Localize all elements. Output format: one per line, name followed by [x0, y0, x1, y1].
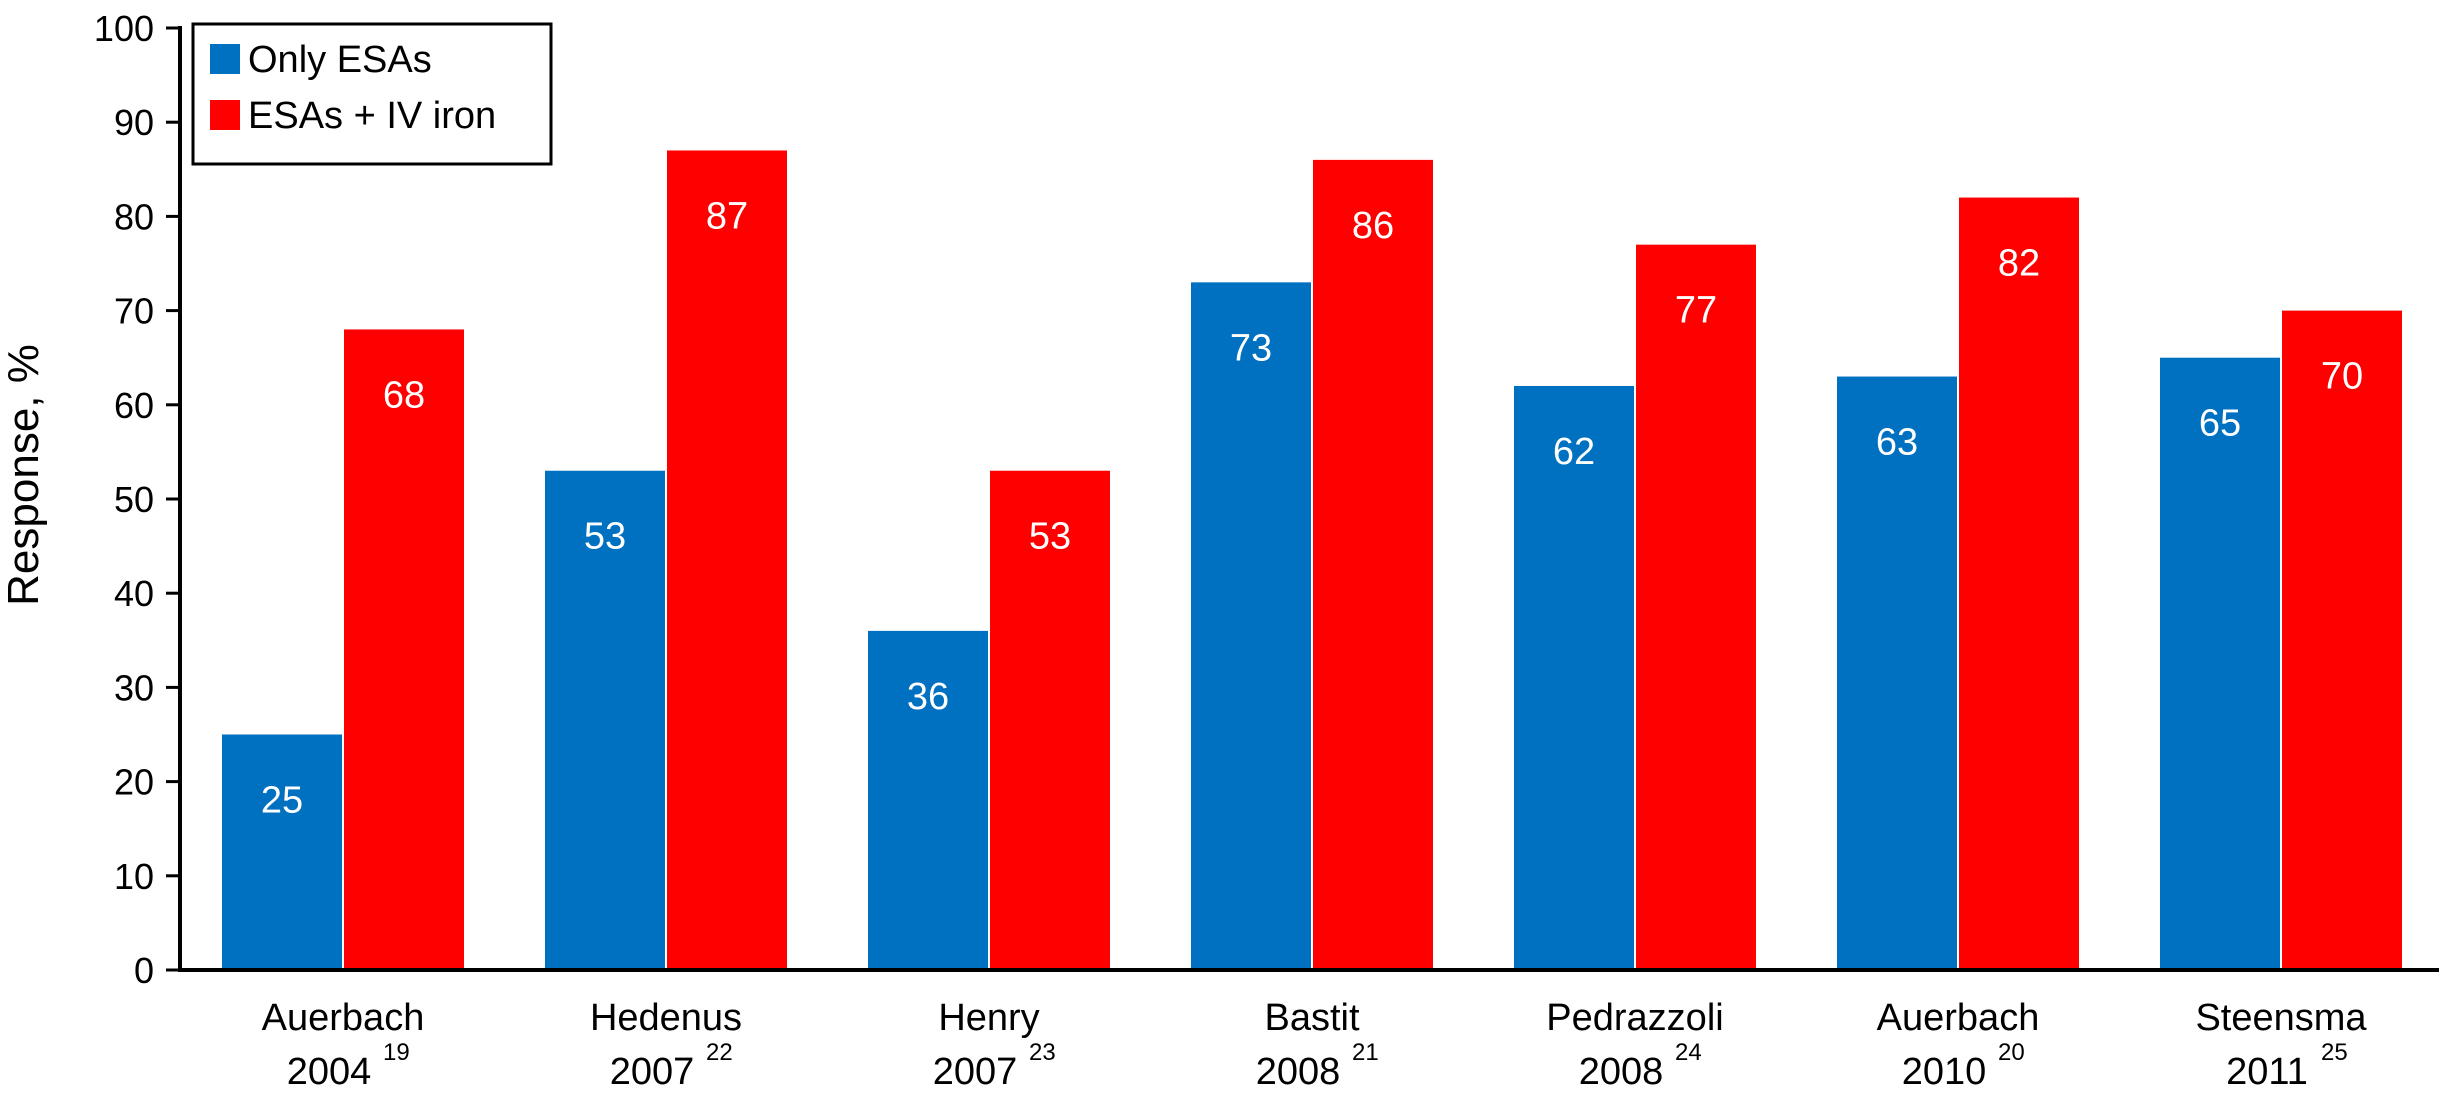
bar-value-label: 53 — [1029, 516, 1071, 558]
bar-value-label: 73 — [1230, 327, 1272, 369]
x-tick-year: 2011 — [2226, 1051, 2308, 1093]
x-tick-reference: 23 — [1029, 1039, 1056, 1066]
bar-value-label: 82 — [1998, 243, 2040, 285]
bar-esas-iv-iron — [990, 470, 1110, 970]
bar-esas-iv-iron — [2282, 310, 2402, 971]
bar-esas-iv-iron — [1636, 244, 1756, 970]
y-tick-label: 20 — [114, 762, 154, 803]
legend: Only ESAs ESAs + IV iron — [191, 22, 553, 166]
legend-swatch — [210, 100, 240, 130]
y-tick-label: 30 — [114, 667, 154, 708]
y-tick-label: 10 — [114, 856, 154, 897]
bar-value-label: 77 — [1675, 290, 1717, 332]
bar-only-esas — [868, 630, 988, 970]
bar-only-esas — [1837, 376, 1957, 970]
x-tick-label: Steensma — [2195, 997, 2367, 1039]
legend-box — [191, 22, 553, 166]
x-tick-reference: 24 — [1675, 1039, 1702, 1066]
y-tick-label: 80 — [114, 196, 154, 237]
y-tick-label: 100 — [94, 8, 154, 49]
x-tick-reference: 25 — [2321, 1039, 2348, 1066]
bar-esas-iv-iron — [1313, 159, 1433, 970]
bar-esas-iv-iron — [667, 150, 787, 970]
x-tick-year: 2004 — [287, 1051, 372, 1093]
bar-value-label: 25 — [261, 780, 303, 822]
x-tick-reference: 20 — [1998, 1039, 2025, 1066]
bar-value-label: 53 — [584, 516, 626, 558]
x-tick-year: 2007 — [610, 1051, 695, 1093]
bar-value-label: 68 — [383, 374, 425, 416]
bar-only-esas — [2160, 357, 2280, 970]
legend-label: ESAs + IV iron — [248, 95, 496, 137]
y-tick-label: 60 — [114, 385, 154, 426]
x-axis: Auerbach 2004 19 Hedenus 2007 22 Henry 2007 23 Ba… — [178, 968, 2439, 1093]
x-tick-year: 2008 — [1579, 1051, 1664, 1093]
bar-value-label: 63 — [1876, 422, 1918, 464]
x-tick-label: Henry — [938, 997, 1039, 1039]
bar-value-label: 86 — [1352, 205, 1394, 247]
x-tick-reference: 19 — [383, 1039, 410, 1066]
y-tick-label: 90 — [114, 102, 154, 143]
x-tick-year: 2010 — [1902, 1051, 1987, 1093]
y-axis: 0 10 20 30 40 50 60 70 80 90 100 — [94, 8, 182, 991]
bar-esas-iv-iron — [344, 329, 464, 970]
x-tick-label: Auerbach — [262, 997, 425, 1039]
x-tick-label: Bastit — [1264, 997, 1359, 1039]
legend-swatch — [210, 44, 240, 74]
bar-only-esas — [222, 734, 342, 970]
x-tick-label: Auerbach — [1877, 997, 2040, 1039]
x-tick-reference: 21 — [1352, 1039, 1379, 1066]
y-tick-label: 70 — [114, 291, 154, 332]
y-tick-label: 0 — [134, 950, 154, 991]
bar-esas-iv-iron — [1959, 197, 2079, 970]
x-tick-year: 2007 — [933, 1051, 1018, 1093]
x-tick-year: 2008 — [1256, 1051, 1341, 1093]
y-tick-label: 50 — [114, 479, 154, 520]
bars: 25 68 53 87 36 53 73 86 62 77 63 82 65 70 — [222, 150, 2402, 971]
y-tick-label: 40 — [114, 573, 154, 614]
legend-label: Only ESAs — [248, 39, 432, 81]
bar-value-label: 36 — [907, 676, 949, 718]
bar-value-label: 70 — [2321, 356, 2363, 398]
bar-value-label: 87 — [706, 195, 748, 237]
bar-only-esas — [545, 470, 665, 970]
x-tick-reference: 22 — [706, 1039, 733, 1066]
x-tick-label: Hedenus — [590, 997, 742, 1039]
y-axis-title: Response, % — [0, 344, 48, 606]
x-tick-label: Pedrazzoli — [1546, 997, 1723, 1039]
bar-only-esas — [1514, 385, 1634, 971]
bar-value-label: 65 — [2199, 403, 2241, 445]
bar-only-esas — [1191, 282, 1311, 971]
bar-value-label: 62 — [1553, 431, 1595, 473]
